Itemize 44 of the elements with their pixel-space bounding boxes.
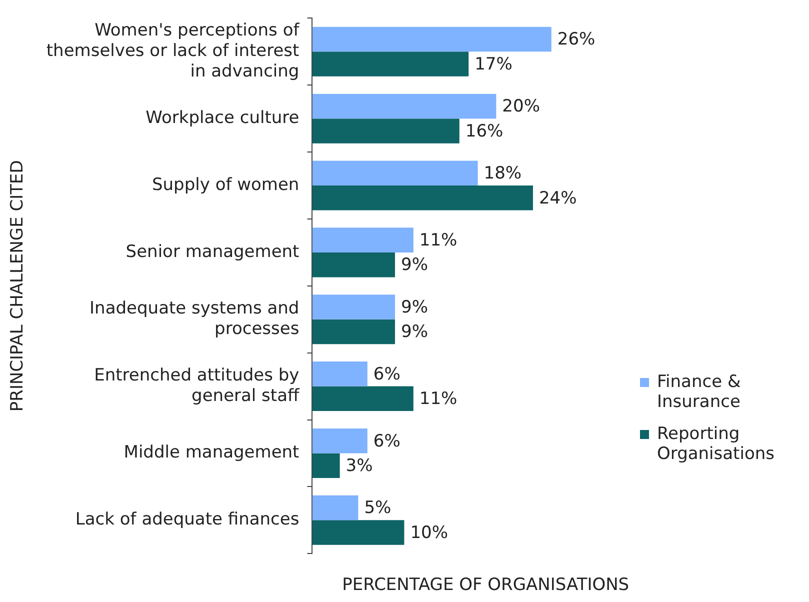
y-tick-label: Workplace culture [146, 108, 300, 128]
y-axis-title: PRINCIPAL CHALLENGE CITED [8, 160, 28, 412]
data-label: 9% [401, 297, 428, 318]
bar [312, 294, 396, 320]
bar [312, 428, 368, 454]
data-label: 11% [419, 389, 458, 410]
data-label: 6% [373, 364, 400, 384]
x-axis-title: PERCENTAGE OF ORGANISATIONS [342, 575, 630, 596]
y-tick-label: Women's perceptions of themselves or lack of interest in advancing [46, 20, 300, 82]
bar [312, 52, 469, 76]
bar [312, 118, 460, 144]
data-label: 3% [346, 456, 373, 476]
y-tick-label: Senior management [126, 242, 300, 262]
data-label: 17% [474, 54, 512, 74]
y-tick-label: Inadequate systems and processes [90, 298, 300, 339]
data-label: 24% [538, 188, 577, 208]
y-tick-label: Entrenched attitudes by general staff [94, 366, 300, 406]
bar [312, 252, 396, 278]
legend-label: Reporting Organisations [657, 424, 776, 464]
bar [312, 453, 340, 478]
bar [312, 319, 396, 344]
y-tick-label: Supply of women [152, 174, 300, 195]
data-label: 26% [557, 30, 596, 50]
bar [312, 386, 414, 412]
data-label: 10% [410, 522, 448, 543]
bar [312, 362, 368, 386]
data-label: 18% [484, 164, 522, 184]
bar [312, 94, 496, 119]
bar [312, 495, 358, 520]
data-label: 5% [364, 498, 392, 518]
y-tick-label: Lack of adequate finances [75, 510, 300, 530]
data-label: 6% [373, 431, 400, 452]
data-label: 11% [419, 230, 458, 250]
y-tick-label: Middle management [124, 442, 300, 463]
data-label: 16% [465, 121, 504, 142]
data-label: 9% [401, 322, 428, 342]
bar [312, 228, 414, 252]
bar [312, 520, 404, 545]
bar [312, 186, 533, 210]
bar [312, 160, 478, 186]
legend-label: Finance & Insurance [657, 372, 742, 412]
data-label: 20% [502, 96, 540, 117]
data-label: 9% [401, 255, 428, 276]
bar [312, 26, 552, 52]
